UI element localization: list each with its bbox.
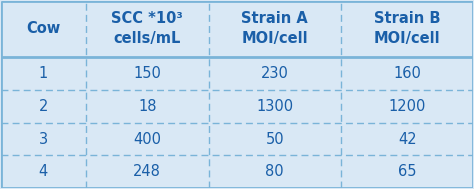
Text: 160: 160 (393, 66, 421, 81)
Text: 1: 1 (38, 66, 48, 81)
Text: 18: 18 (138, 99, 156, 114)
Text: 42: 42 (398, 132, 417, 146)
Text: Strain A
MOI/cell: Strain A MOI/cell (241, 12, 308, 46)
Text: 80: 80 (265, 164, 284, 179)
Text: Cow: Cow (26, 21, 60, 36)
Text: Strain B
MOI/cell: Strain B MOI/cell (374, 12, 440, 46)
Text: 3: 3 (39, 132, 48, 146)
Text: 4: 4 (38, 164, 48, 179)
Text: 248: 248 (133, 164, 161, 179)
Text: SCC *10³
cells/mL: SCC *10³ cells/mL (111, 12, 183, 46)
Text: 150: 150 (133, 66, 161, 81)
Text: 400: 400 (133, 132, 161, 146)
Text: 2: 2 (38, 99, 48, 114)
Text: 1300: 1300 (256, 99, 293, 114)
Text: 1200: 1200 (389, 99, 426, 114)
Text: 50: 50 (265, 132, 284, 146)
Text: 65: 65 (398, 164, 416, 179)
Text: 230: 230 (261, 66, 289, 81)
